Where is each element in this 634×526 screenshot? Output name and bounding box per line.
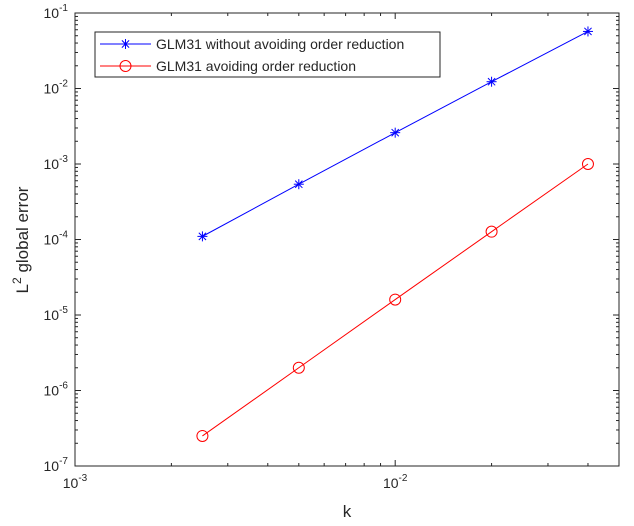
x-axis-label: k (343, 502, 352, 521)
legend-label-series-1: GLM31 without avoiding order reduction (156, 36, 404, 52)
y-tick-label: 10-3 (44, 154, 69, 172)
series-2-line (202, 163, 589, 437)
data-point (196, 429, 209, 442)
y-tick-label: 10-7 (44, 456, 69, 474)
data-point (292, 361, 305, 374)
y-axis-label: L2 global error (10, 186, 32, 293)
y-tick-label: 10-5 (44, 305, 69, 323)
y-tick-labels: 10-7 10-6 10-5 10-4 10-3 10-2 10-1 (44, 3, 69, 474)
x-tick-labels: 10-3 10-2 (63, 473, 408, 491)
data-point (197, 231, 208, 242)
y-tick-label: 10-2 (44, 79, 69, 97)
data-point (486, 76, 497, 87)
legend-marker-series-2 (119, 60, 132, 72)
y-tick-label: 10-4 (44, 230, 69, 248)
y-tick-label: 10-6 (44, 381, 69, 399)
plot-area (75, 13, 619, 466)
data-point (485, 225, 498, 238)
data-point (581, 158, 594, 170)
legend-marker-series-1 (120, 39, 131, 49)
data-point (293, 179, 304, 190)
series-1 (197, 26, 593, 242)
x-tick-label: 10-2 (383, 473, 408, 491)
x-tick-label: 10-3 (63, 473, 88, 491)
data-point (389, 293, 402, 306)
legend-box (94, 31, 441, 78)
series-2 (196, 158, 594, 442)
data-point (582, 26, 593, 37)
legend-marker (119, 60, 132, 72)
data-point (390, 127, 401, 138)
y-tick-label: 10-1 (44, 3, 69, 21)
legend-label-series-2: GLM31 avoiding order reduction (156, 58, 356, 74)
axes-box (74, 12, 620, 467)
legend: GLM31 without avoiding order reduction G… (94, 31, 441, 78)
legend-marker (120, 39, 131, 49)
series-layer (196, 26, 594, 442)
